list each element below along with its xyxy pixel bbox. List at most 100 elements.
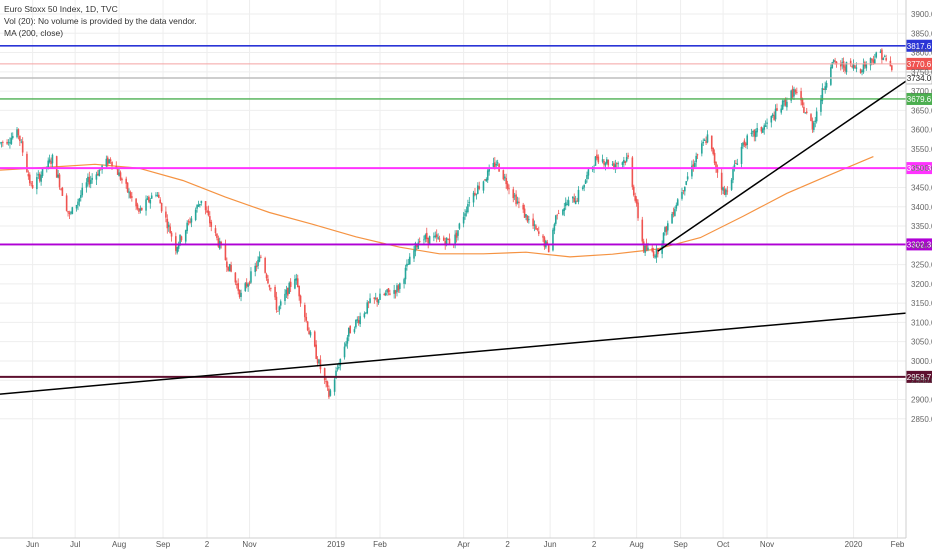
candle-body xyxy=(417,242,420,249)
candle-body xyxy=(587,169,590,176)
candle-body xyxy=(180,236,183,241)
time-tick-label: Feb xyxy=(891,540,905,549)
candle-body xyxy=(726,190,729,192)
candle-body xyxy=(516,201,519,204)
candle-body xyxy=(247,284,249,287)
candle-body xyxy=(528,219,530,220)
candle-body xyxy=(760,126,763,132)
candle-body xyxy=(794,90,797,93)
candle-body xyxy=(31,184,34,189)
candle-body xyxy=(214,228,217,233)
candle-body xyxy=(365,312,367,314)
candle-body xyxy=(58,174,61,188)
candle-body xyxy=(821,87,824,102)
candle-body xyxy=(204,201,207,211)
candle-body xyxy=(475,194,478,196)
candle-body xyxy=(597,156,600,163)
candle-body xyxy=(325,380,327,383)
candle-body xyxy=(623,159,625,163)
candle-body xyxy=(257,259,259,266)
candle-body xyxy=(667,223,669,231)
candle-body xyxy=(16,129,18,138)
candle-body xyxy=(111,161,113,166)
candle-body xyxy=(264,257,266,273)
candle-body xyxy=(414,242,417,252)
candle-body xyxy=(621,162,624,165)
candle-body xyxy=(437,237,439,239)
candle-body xyxy=(753,129,756,137)
time-tick-label: Nov xyxy=(760,540,774,549)
candle-body xyxy=(71,207,74,214)
candle-body xyxy=(844,66,846,71)
candle-body xyxy=(732,168,734,180)
candle-body xyxy=(781,100,784,110)
candle-body xyxy=(813,122,815,130)
candle-body xyxy=(55,156,58,178)
time-tick-label: Jun xyxy=(544,540,557,549)
candle-body xyxy=(657,248,659,255)
candle-body xyxy=(284,293,286,302)
time-tick-label: Aug xyxy=(629,540,643,549)
candle-body xyxy=(234,272,237,283)
candle-body xyxy=(254,265,257,272)
candle-body xyxy=(862,63,865,73)
level-label-bg xyxy=(906,92,932,105)
candle-body xyxy=(9,142,11,144)
candle-body xyxy=(655,248,658,258)
price-tick-label: 3200.0 xyxy=(911,280,932,289)
candle-body xyxy=(407,264,410,266)
candle-body xyxy=(403,279,405,284)
candle-body xyxy=(270,287,272,289)
candle-body xyxy=(581,187,584,189)
price-axis: 2850.0 2900.0 2950.0 3000.0 3050.0 3100.0 3150… xyxy=(905,0,932,538)
candle-body xyxy=(399,283,401,289)
candle-body xyxy=(278,306,281,311)
candle-body xyxy=(790,90,792,101)
time-tick-label: Sep xyxy=(673,540,688,549)
candle-body xyxy=(468,202,471,203)
candle-body xyxy=(377,300,380,304)
candle-body xyxy=(454,234,456,246)
candle-body xyxy=(367,302,370,304)
candle-body xyxy=(238,289,241,297)
candle-body xyxy=(427,237,429,244)
time-tick-label: 2020 xyxy=(845,540,863,549)
candle-body xyxy=(572,196,574,199)
level-label: 2958.7 xyxy=(907,373,932,382)
candle-body xyxy=(406,263,408,267)
candles xyxy=(0,48,893,400)
candle-body xyxy=(299,295,302,304)
candle-body xyxy=(852,64,855,69)
candle-body xyxy=(770,116,773,123)
candle-body xyxy=(508,188,510,190)
candle-body xyxy=(87,176,89,183)
candle-body xyxy=(654,256,656,258)
ma-200-line xyxy=(0,156,874,258)
candle-body xyxy=(701,143,703,154)
candle-body xyxy=(250,271,252,283)
candle-body xyxy=(820,99,822,112)
candle-body xyxy=(879,51,882,53)
candle-body xyxy=(237,283,239,291)
candle-body xyxy=(373,297,376,300)
candle-body xyxy=(353,329,356,333)
candle-body xyxy=(285,289,288,295)
candle-body xyxy=(474,192,476,196)
candle-body xyxy=(444,240,447,246)
candle-body xyxy=(574,200,577,205)
candle-body xyxy=(462,216,465,224)
candle-body xyxy=(652,251,655,257)
candle-body xyxy=(309,332,312,336)
candle-body xyxy=(194,209,197,220)
candle-body xyxy=(586,175,588,180)
candle-body xyxy=(692,164,695,167)
candle-body xyxy=(355,319,357,328)
candle-body xyxy=(735,163,737,164)
candle-body xyxy=(523,208,526,218)
candle-body xyxy=(804,112,807,114)
candle-body xyxy=(255,265,258,268)
candle-body xyxy=(674,209,676,216)
candle-body xyxy=(750,132,753,134)
candle-body xyxy=(248,282,251,284)
chart-legend: Euro Stoxx 50 Index, 1D, TVC Vol (20): N… xyxy=(4,3,197,39)
